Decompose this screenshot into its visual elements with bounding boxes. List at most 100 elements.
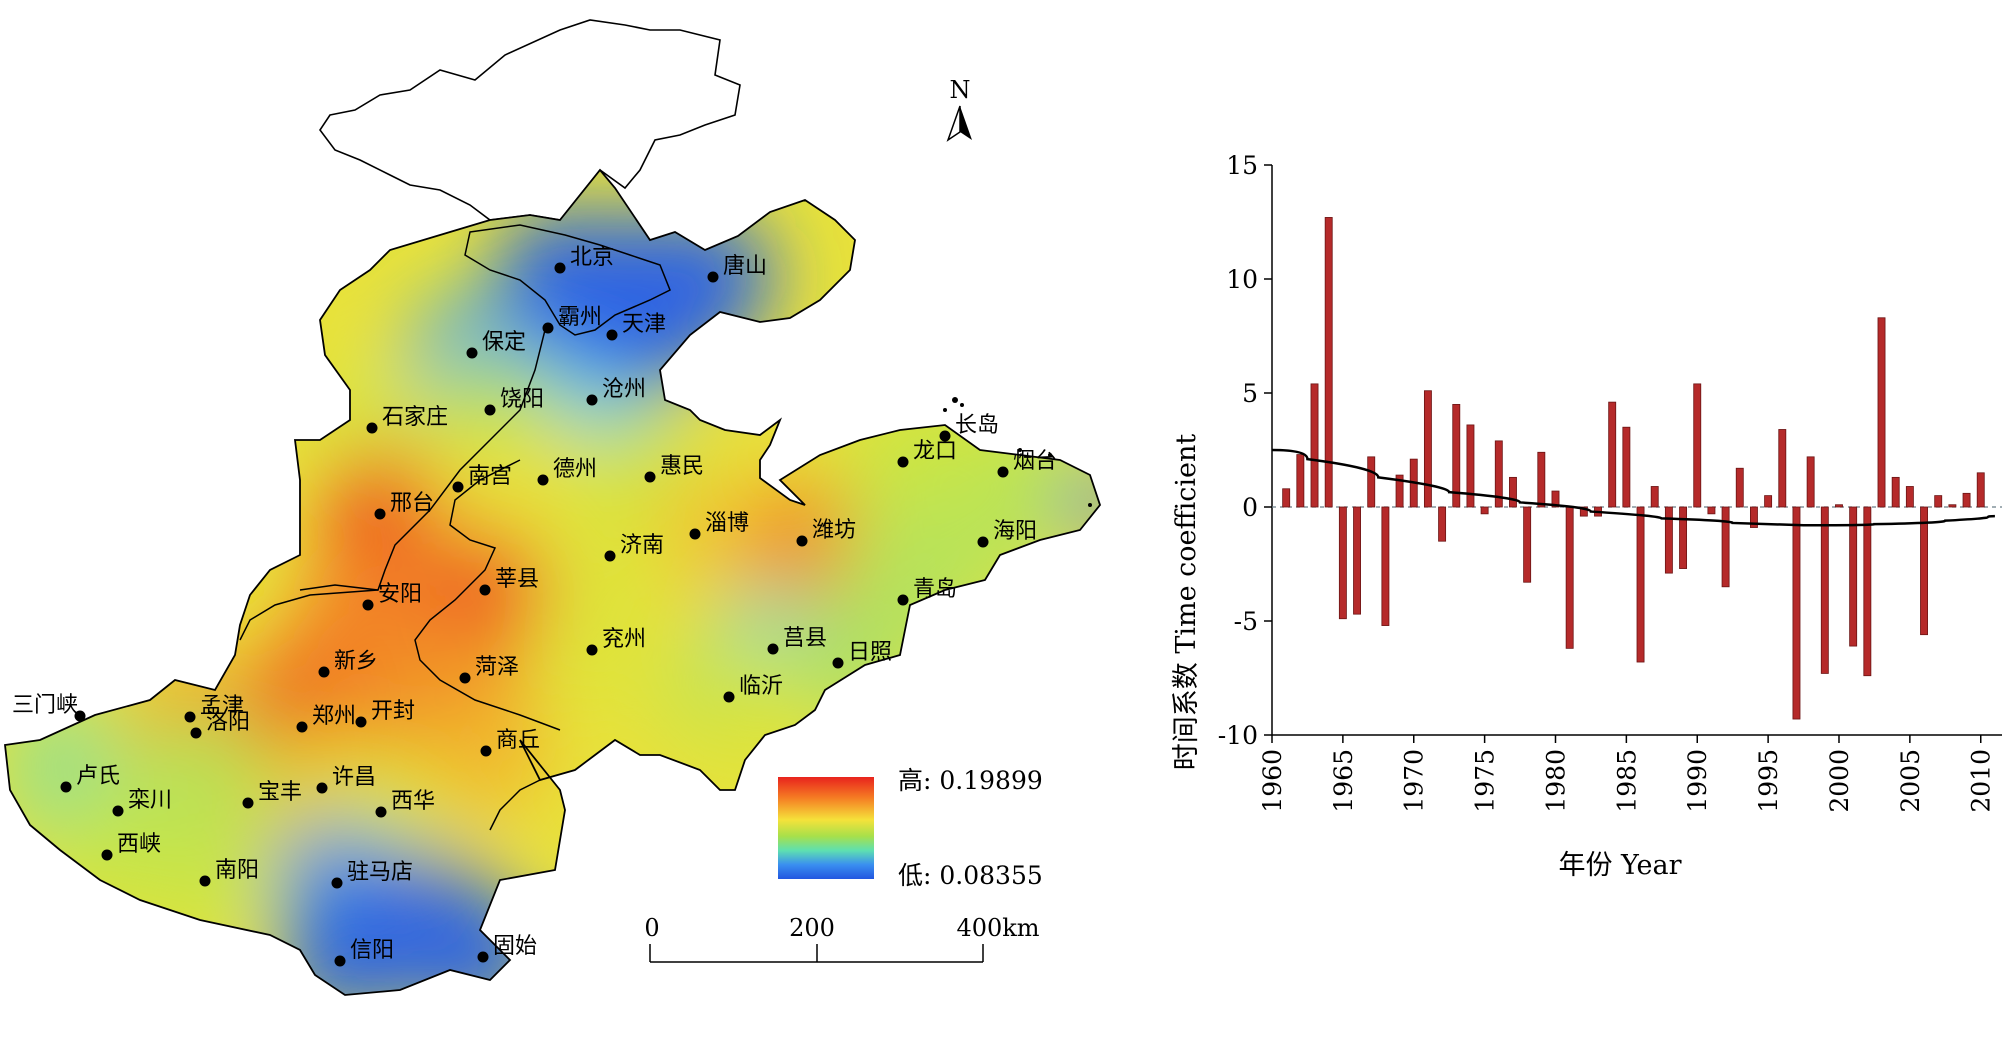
city-label: 天津 [622,312,666,337]
city-1: 北京 [554,245,614,274]
north-arrow-label: N [950,76,971,104]
scale-tick-400: 400km [956,914,1039,942]
city-16: 淄博 [689,511,749,540]
bar-1987 [1650,486,1659,508]
city-6: 沧州 [586,377,646,406]
city-dot [542,322,554,334]
city-label: 洛阳 [206,710,250,735]
city-dot [606,329,618,341]
city-label: 长岛 [955,413,999,438]
city-label: 栾川 [128,788,172,813]
city-dot [586,644,598,656]
bar-2000 [1835,504,1843,508]
bar-1968 [1381,506,1390,626]
city-label: 三门峡 [12,693,78,718]
city-label: 饶阳 [500,387,544,412]
bar-1984 [1608,401,1617,508]
city-dot [767,643,779,655]
city-label: 西华 [391,789,435,814]
bar-1969 [1395,474,1404,508]
bar-1962 [1296,454,1305,508]
heatmap-surface [5,170,1100,995]
city-28: 临沂 [723,674,783,703]
city-label: 邢台 [390,491,434,516]
city-label: 北京 [570,245,614,270]
bar-2003 [1877,317,1886,508]
city-14: 惠民 [644,454,704,483]
north-region-outline [319,19,741,221]
x-tick-label: 1970 [1400,749,1429,813]
city-41: 南阳 [199,858,259,887]
bar-1965 [1338,506,1347,620]
city-dot [723,691,735,703]
city-label: 淄博 [705,511,749,536]
legend: 高: 0.19899 低: 0.08355 [778,766,1043,890]
city-9: 长岛 [939,413,999,442]
legend-high-label: 高: 0.19899 [898,766,1043,795]
city-7: 饶阳 [484,387,544,416]
city-dot [331,877,343,889]
city-dot [366,422,378,434]
city-label: 卢氏 [76,764,120,789]
city-dot [796,535,808,547]
bar-1998 [1806,456,1815,508]
city-dot [355,716,367,728]
city-label: 潍坊 [812,518,856,543]
bar-1967 [1367,456,1376,508]
city-label: 石家庄 [382,405,448,430]
scale-tick-200: 200 [789,914,835,942]
city-26: 新乡 [318,649,378,678]
city-2: 唐山 [707,254,767,283]
region-outline [4,168,1102,996]
trend-line [1271,448,1995,527]
x-tick-label: 1965 [1329,749,1358,813]
city-dot [452,481,464,493]
city-36: 栾川 [112,788,172,817]
city-dot [586,394,598,406]
city-label: 新乡 [334,649,378,674]
bar-2009 [1962,492,1971,508]
city-17: 潍坊 [796,518,856,547]
city-8: 石家庄 [366,405,448,434]
city-20: 莘县 [479,567,539,596]
city-12: 南宫 [452,464,512,493]
bar-1976 [1494,440,1503,508]
city-23: 兖州 [586,627,646,656]
city-42: 驻马店 [331,860,413,889]
province-borders [239,224,671,831]
bar-1980 [1551,490,1560,508]
city-dot [939,430,951,442]
city-32: 郑州 [296,704,356,733]
bar-2010 [1976,472,1985,508]
bar-1989 [1679,506,1688,569]
bar-1974 [1466,424,1475,508]
bar-chart: -10 -5 0 5 10 15 1960 1965 1970 1975 1980 1985 1990 1… [1171,151,2002,881]
bar-2006 [1920,506,1928,636]
x-tick-label: 1980 [1541,749,1570,813]
city-dot [644,471,656,483]
city-dot [184,711,196,723]
bar-1996 [1778,429,1787,508]
city-label: 霸州 [558,305,602,330]
city-dot [199,875,211,887]
y-tick-label: -5 [1234,607,1258,636]
bar-1991 [1707,506,1716,515]
city-dot [334,955,346,967]
city-label: 烟台 [1013,449,1057,474]
city-label: 固始 [493,934,537,959]
city-dot [318,666,330,678]
city-dot [897,456,909,468]
city-38: 许昌 [316,765,376,794]
city-dot [296,721,308,733]
bar-1997 [1792,506,1801,720]
city-43: 信阳 [334,938,394,967]
city-dot [374,508,386,520]
city-37: 宝丰 [242,780,302,809]
city-label: 孟津 [200,694,244,719]
city-label: 龙口 [913,439,957,464]
bar-1988 [1664,506,1673,574]
city-label: 日照 [848,640,892,665]
x-tick-label: 1990 [1683,749,1712,813]
